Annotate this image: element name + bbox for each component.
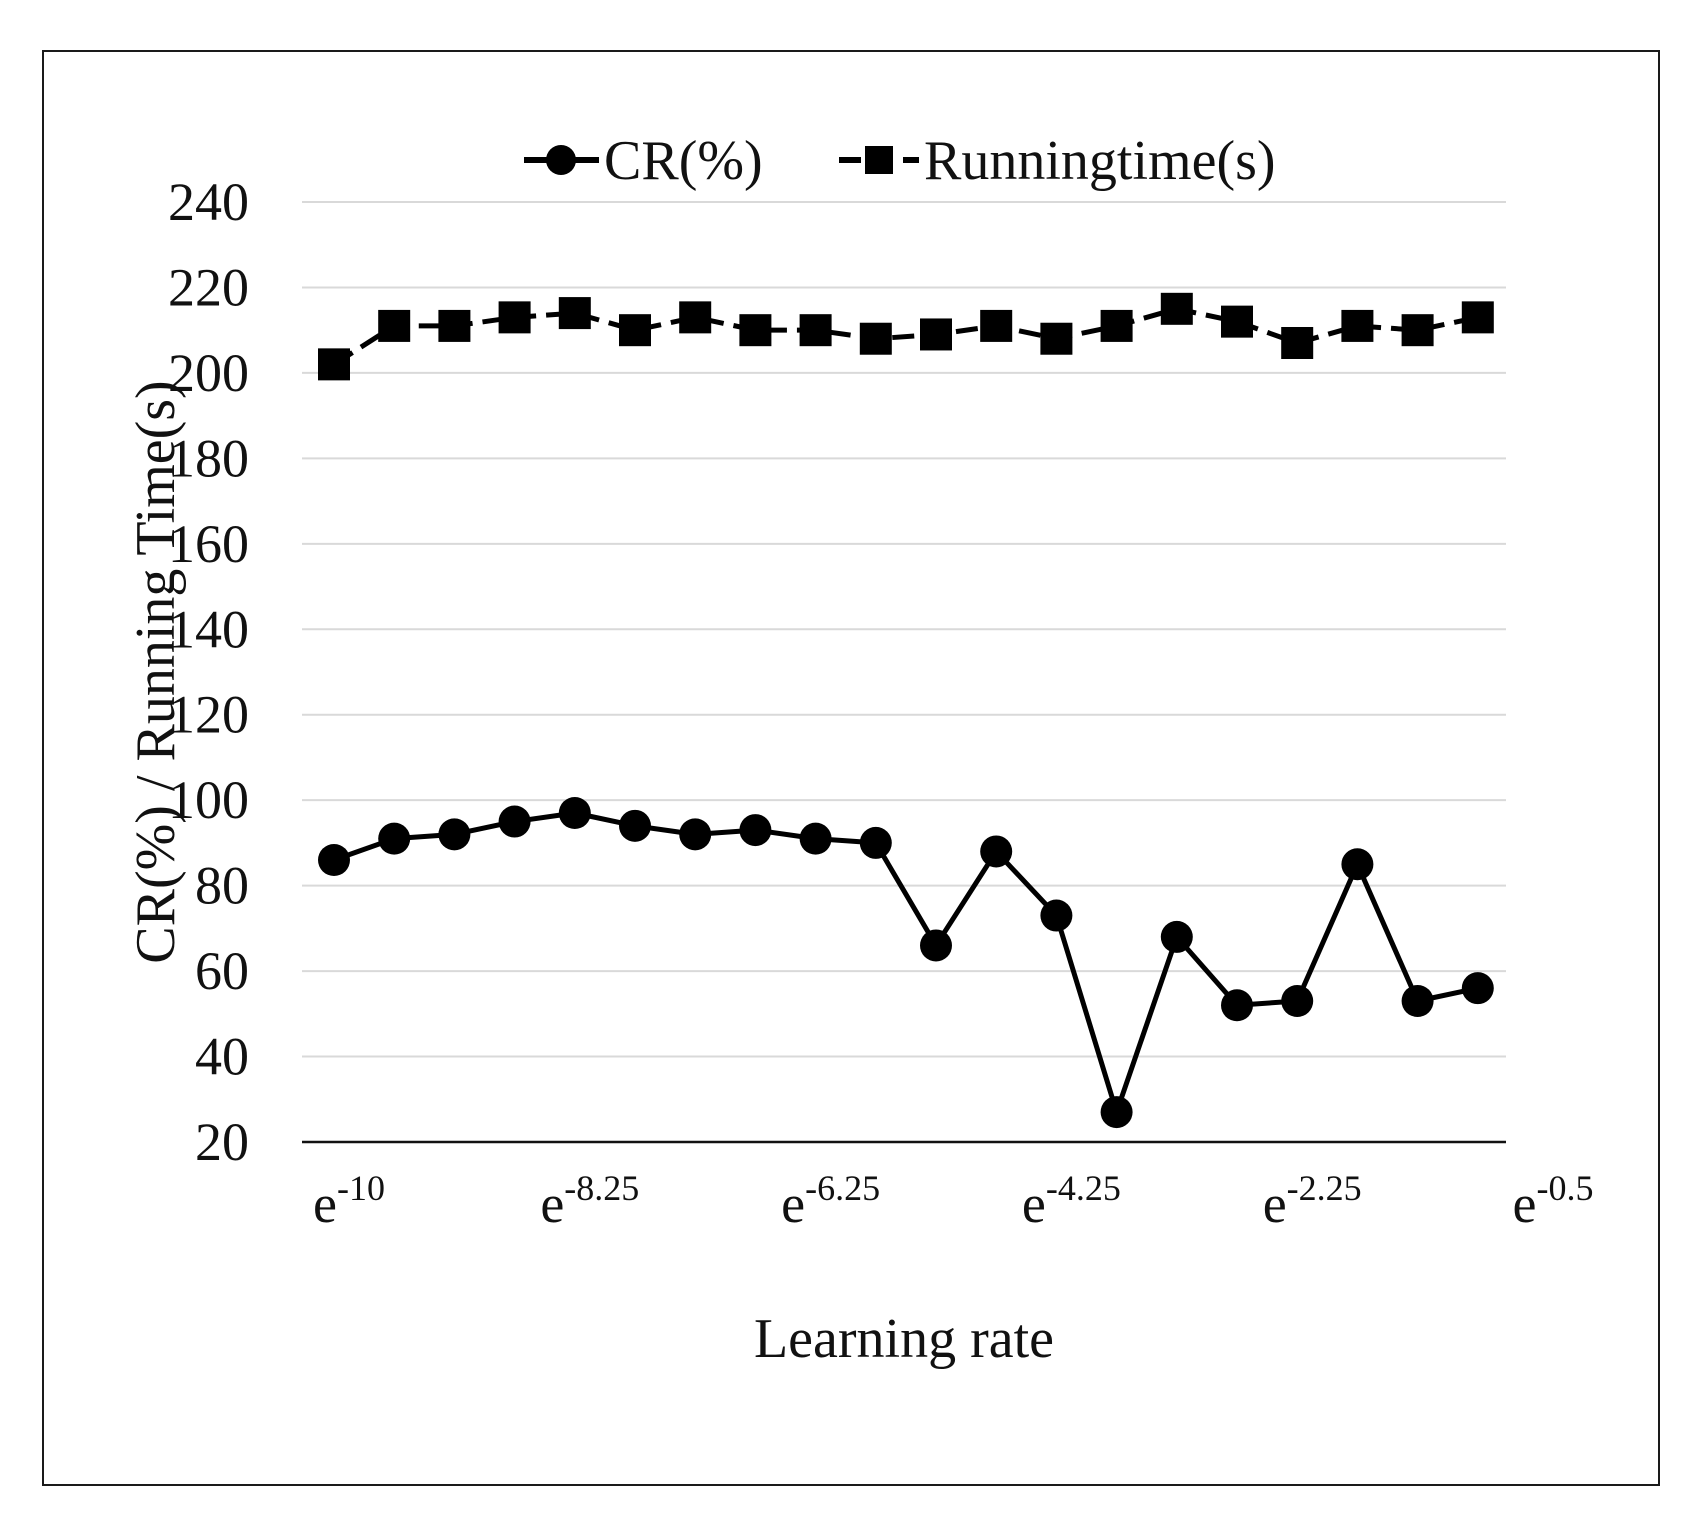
runningtime-point [1461,301,1494,334]
x-tick-text: e-6.25 [781,1168,880,1234]
runningtime-point [920,318,952,351]
runningtime-point [980,309,1013,342]
cr-point [1040,899,1073,932]
x-tick-text: e-4.25 [1022,1168,1121,1234]
cr-point [1100,1096,1133,1129]
x-tick-exponent: -6.25 [805,1168,880,1208]
runningtime-point [739,314,772,347]
x-tick-text: e-0.5 [1513,1168,1594,1234]
cr-point [920,929,952,962]
cr-point [1160,920,1193,953]
series-layer [318,292,1494,1129]
runningtime-point [859,322,892,355]
cr-point [1281,985,1314,1017]
series-runningtime [318,292,1494,381]
cr-line [333,810,1479,1115]
y-axis-ticks: 20 40 60 80 100 120 140 160 180 200 220 240 [168,172,249,1172]
x-tick-text: e-8.25 [540,1168,639,1234]
runningtime-point [619,314,651,347]
x-tick-exponent: -4.25 [1046,1168,1121,1208]
y-tick-label: 160 [168,514,249,574]
x-tick-base: e [1263,1174,1287,1234]
x-tick-label: e-4.25 [1022,1168,1121,1234]
runningtime-point [1401,314,1434,347]
legend-cr-label: CR(%) [604,130,763,192]
x-tick-text: e-10 [313,1168,385,1234]
x-tick-base: e [540,1174,564,1234]
cr-point [498,805,531,838]
x-tick-label: e-6.25 [781,1168,880,1234]
x-tick-exponent: -8.25 [564,1168,639,1208]
y-axis-label: CR(%) / Running Time(s) [125,380,187,963]
cr-point [1401,985,1434,1017]
x-tick-label: e-0.5 [1513,1168,1594,1234]
cr-point [619,809,651,842]
x-tick-exponent: -2.25 [1287,1168,1362,1208]
cr-point [438,818,471,851]
runningtime-point [799,314,832,347]
runningtime-point [1040,322,1073,355]
cr-point [980,835,1013,868]
cr-point [318,844,350,876]
runningtime-point [558,297,591,330]
cr-point [378,822,411,855]
x-tick-base: e [313,1174,337,1234]
cr-point [558,797,591,829]
y-tick-label: 40 [195,1027,249,1087]
y-tick-label: 20 [195,1112,249,1172]
runningtime-point [438,309,471,342]
x-tick-base: e [781,1174,805,1234]
runningtime-point [1341,309,1374,342]
x-tick-exponent: -0.5 [1536,1168,1593,1208]
y-tick-label: 180 [168,428,249,488]
chart-frame: CR(%) Runningtime(s) 20 40 60 80 100 120 140 16… [42,50,1660,1486]
x-tick-text: e-2.25 [1263,1168,1362,1234]
cr-point [679,818,712,851]
x-tick-label: e-10 [313,1168,385,1234]
legend-runningtime-label: Runningtime(s) [924,130,1276,192]
x-tick-base: e [1513,1174,1537,1234]
runningtime-point [1100,309,1133,342]
y-tick-label: 240 [168,172,249,232]
y-tick-label: 220 [168,257,249,317]
y-tick-label: 80 [195,856,249,916]
legend-runningtime-marker [865,146,893,174]
cr-point [799,822,832,855]
legend-item-runningtime: Runningtime(s) [839,130,1276,192]
y-tick-label: 100 [168,770,249,830]
series-cr [318,797,1494,1129]
cr-point [739,814,772,847]
y-tick-label: 200 [168,343,249,403]
runningtime-point [1221,305,1253,338]
x-tick-base: e [1022,1174,1046,1234]
y-tick-label: 120 [168,685,249,745]
runningtime-point [378,309,411,342]
legend-cr-marker [546,145,576,175]
y-tick-label: 60 [195,941,249,1001]
cr-point [859,826,892,859]
runningtime-point [1281,327,1314,359]
x-axis-ticks: e-10 e-8.25 e-6.25 e-4.25 e-2.25 e-0.5 [313,1168,1593,1234]
cr-point [1461,972,1494,1005]
cr-point [1221,989,1253,1022]
runningtime-point [498,301,531,334]
y-tick-label: 140 [168,599,249,659]
runningtime-point [318,348,350,381]
gridlines [302,201,1506,1144]
x-axis-label: Learning rate [754,1308,1054,1370]
x-tick-label: e-8.25 [540,1168,639,1234]
legend: CR(%) Runningtime(s) [524,130,1276,192]
chart-svg: CR(%) Runningtime(s) 20 40 60 80 100 120 140 16… [125,130,1593,1370]
cr-point [1341,848,1374,881]
runningtime-point [1160,292,1193,325]
x-tick-exponent: -10 [337,1168,385,1208]
legend-item-cr: CR(%) [524,130,763,192]
runningtime-point [679,301,712,334]
x-tick-label: e-2.25 [1263,1168,1362,1234]
